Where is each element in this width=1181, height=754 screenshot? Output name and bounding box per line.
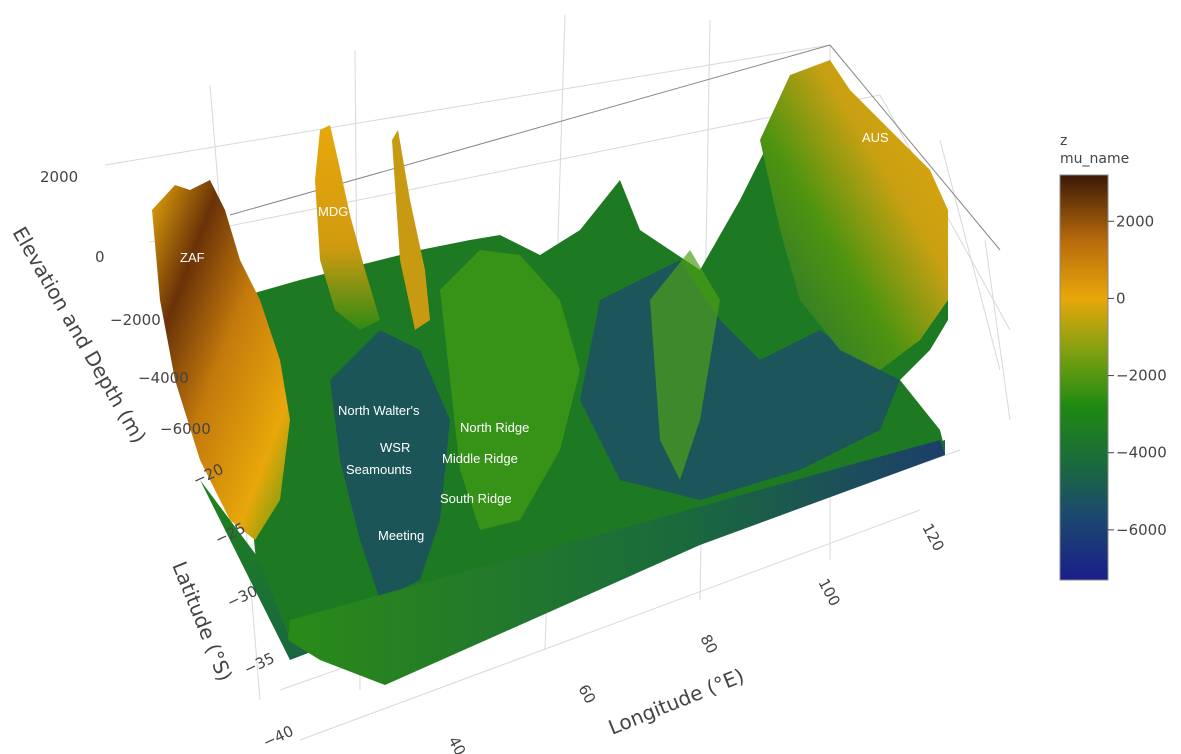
y-axis-title: Latitude (°S) [167,558,237,685]
x-tick-label: 80 [696,631,721,656]
colorbar-tick-label: 2000 [1116,212,1154,230]
surface-front-face [288,440,945,685]
feature-label: AUS [862,130,889,145]
colorbar-tick-label: −4000 [1116,444,1167,462]
z-axis-title: Elevation and Depth (m) [8,223,152,448]
feature-label: South Ridge [440,491,512,506]
surface-zaf-landmass [152,180,290,540]
colorbar-tick-label: −6000 [1116,521,1167,539]
surface-spike [392,130,430,330]
z-tick-label: −4000 [138,369,189,387]
surface-ridge-highlight-2 [650,250,720,480]
colorbar-title-line1: z [1060,133,1067,149]
x-tick-label: 100 [814,575,843,609]
x-tick-label: 120 [918,520,947,554]
y-tick-label: −40 [260,722,296,752]
feature-label: North Ridge [460,420,529,435]
y-tick-label: −35 [241,649,277,679]
terrain-surface [152,60,948,685]
feature-label: Meeting [378,528,424,543]
x-axis-title: Longitude (°E) [605,663,748,739]
feature-label: Middle Ridge [442,451,518,466]
z-tick-label: −2000 [110,311,161,329]
colorbar-title-line2: mu_name [1060,151,1129,167]
colorbar-tick-label: 0 [1116,289,1126,307]
feature-label: ZAF [180,250,205,265]
z-axis-ticks: 2000 0 −2000 −4000 −6000 [40,168,211,438]
colorbar-tick-label: −2000 [1116,367,1167,385]
x-tick-label: 60 [574,681,599,706]
feature-label: WSR [380,440,410,455]
feature-label: MDG [318,204,348,219]
feature-label: Seamounts [346,462,412,477]
colorbar-gradient [1059,174,1109,581]
z-tick-label: 2000 [40,168,78,186]
surface-ridge-highlight [440,250,580,530]
colorbar: z mu_name 2000 0 −2000 −4000 −6000 [1059,133,1167,581]
feature-labels: ZAF MDG AUS North Walter's WSR Seamounts North… [180,130,889,543]
x-tick-label: 40 [444,733,469,754]
z-tick-label: 0 [95,248,105,266]
z-tick-label: −6000 [160,420,211,438]
surface-deep-basin [330,330,450,600]
feature-label: North Walter's [338,403,420,418]
surface-aus-landmass [760,60,948,370]
surface-mdg-landmass [315,125,380,330]
colorbar-ticks: 2000 0 −2000 −4000 −6000 [1108,212,1167,539]
